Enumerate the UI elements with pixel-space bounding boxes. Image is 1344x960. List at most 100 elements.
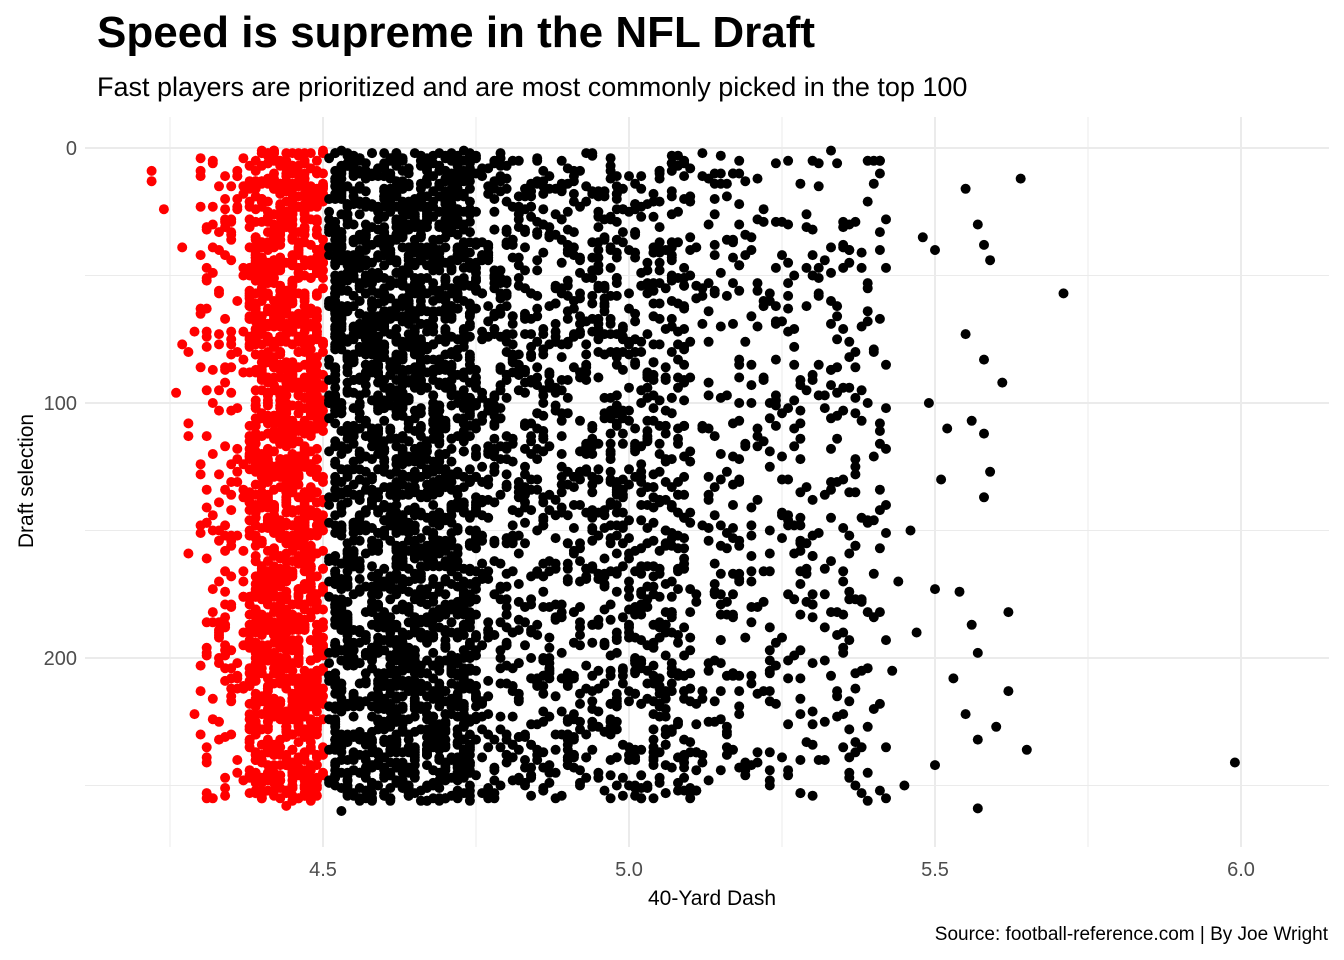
data-point [354,308,365,319]
data-point [446,400,457,411]
data-point [409,324,420,334]
data-point [232,755,243,765]
data-point [305,321,316,332]
data-point [336,234,347,245]
data-point [526,431,537,442]
data-point [471,584,481,595]
data-point [214,288,224,299]
data-point [385,632,396,643]
data-point [409,655,420,666]
data-point [642,392,653,403]
data-point [367,201,377,212]
data-point [471,377,481,388]
data-point [452,772,463,783]
data-point [624,171,634,182]
data-point [562,206,573,217]
data-point [446,206,457,217]
data-point [360,415,371,426]
data-point [360,369,371,380]
data-point [207,607,218,618]
data-point [440,515,451,526]
data-point [605,770,616,781]
data-point [299,229,310,240]
data-point [440,760,451,771]
data-point [648,760,659,771]
data-point [422,160,432,171]
data-point [244,530,255,541]
data-point [250,242,261,253]
data-point [397,691,408,702]
data-point [458,280,469,291]
data-point [269,311,279,322]
data-point [458,245,469,255]
data-point [648,793,659,804]
data-point [446,313,457,324]
data-point [287,568,298,579]
data-point [434,783,445,793]
data-point [624,553,634,564]
data-point [648,747,659,758]
data-point [373,347,384,357]
data-point [556,599,567,610]
data-point [605,405,616,416]
data-point [415,617,426,628]
data-point [342,767,353,778]
data-point [440,793,451,804]
data-point [446,155,457,166]
data-point [477,415,488,426]
data-point [397,265,408,276]
data-point [207,510,218,521]
data-point [446,617,457,628]
data-point [275,599,286,610]
data-point [471,770,481,781]
data-point [373,683,384,694]
data-point [330,436,341,447]
data-point [660,627,671,638]
data-point [367,653,377,663]
data-point [269,255,279,266]
data-point [373,252,384,263]
data-point [311,454,322,465]
data-point [360,341,371,352]
data-point [207,267,218,278]
data-point [409,589,420,600]
data-point [305,387,316,398]
data-point [275,469,286,480]
data-point [679,395,690,406]
data-point [330,242,341,253]
data-point [360,678,371,689]
data-point [354,229,365,240]
data-point [666,454,677,465]
data-point [636,770,647,781]
data-point [422,724,432,735]
data-point [244,464,255,475]
data-point [409,313,420,324]
data-point [220,772,231,783]
data-point [617,428,628,439]
data-point [483,617,494,628]
data-point [422,701,432,712]
data-point [587,696,598,707]
data-point [648,211,659,222]
data-point [287,278,298,289]
data-point [513,696,524,707]
data-point [367,795,377,806]
data-point [324,446,335,457]
data-point [440,466,451,477]
data-point [360,260,371,271]
data-point [642,678,653,689]
data-point [373,449,384,459]
data-point [250,232,261,243]
data-point [446,265,457,276]
data-point [360,548,371,559]
data-point [336,747,347,758]
data-point [195,171,206,182]
data-point [311,183,322,194]
data-point [446,663,457,674]
data-point [305,466,316,477]
data-point [409,535,420,546]
data-point [293,168,304,179]
data-point [342,635,353,646]
data-point [330,647,341,658]
data-point [342,303,353,314]
